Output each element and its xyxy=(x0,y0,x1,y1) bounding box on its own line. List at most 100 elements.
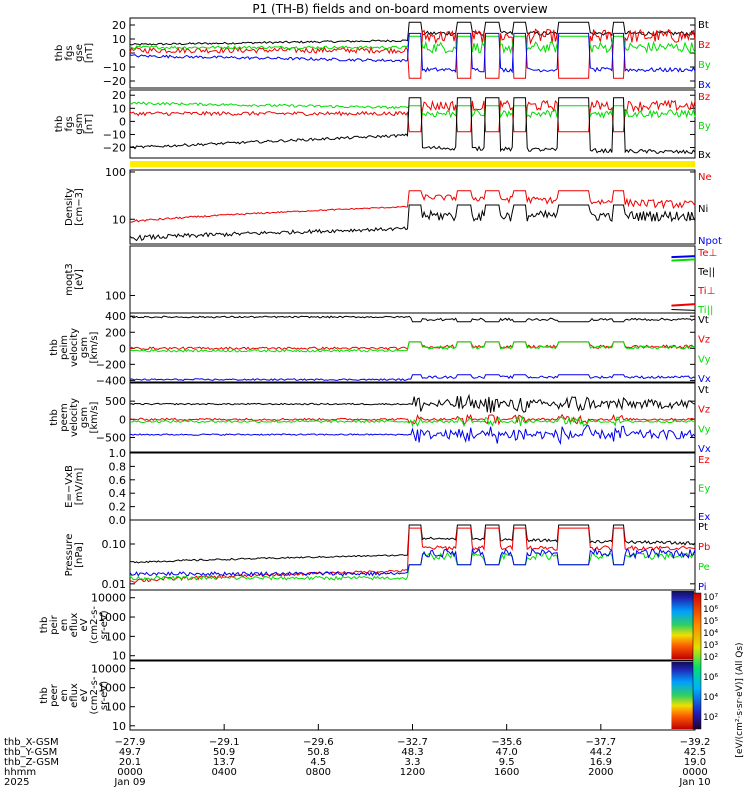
xaxis-value: 3.3 xyxy=(405,757,421,768)
ylabel-line: [km/s] xyxy=(89,331,100,363)
ylabel-line: sr-eV) xyxy=(99,681,110,710)
xaxis-value: 44.2 xyxy=(590,747,612,758)
series-Pb xyxy=(129,527,696,584)
ytick-label: 10 xyxy=(112,720,126,733)
xaxis-value: 0800 xyxy=(306,767,331,778)
colorbar-tick: 10⁶ xyxy=(703,605,718,615)
ytick-label: 10000 xyxy=(91,663,126,676)
legend-Ez: Ez xyxy=(698,455,710,466)
legend-Ti⊥: Ti⊥ xyxy=(697,286,715,297)
spectrogram-block xyxy=(671,662,694,729)
panel-ylabel: E=−VxB[mV/m] xyxy=(64,465,85,508)
ylabel-line: velocity xyxy=(69,328,80,367)
series-Vy xyxy=(130,415,696,428)
ytick-label: 10 xyxy=(112,650,126,663)
legend-Vz: Vz xyxy=(698,405,710,416)
ylabel-line: eV xyxy=(79,689,90,702)
series-Te-perp xyxy=(671,255,696,259)
xaxis-value: −37.7 xyxy=(586,737,617,748)
ytick-label: −20 xyxy=(103,75,126,88)
ylabel-line: gsm xyxy=(79,337,90,358)
series-Pi xyxy=(129,547,696,577)
xaxis-value: −39.2 xyxy=(680,737,711,748)
xaxis-value: −29.6 xyxy=(303,737,334,748)
colorbar-tick: 10⁴ xyxy=(703,693,718,703)
ytick-label: 0 xyxy=(119,47,126,60)
panel-p5: thbpeimvelocitygsm[km/s] −400 −200 0 200 400 V… xyxy=(49,310,711,387)
xaxis-value: 1600 xyxy=(494,767,519,778)
xaxis-value: 2000 xyxy=(588,767,613,778)
ylabel-line: gsm xyxy=(74,113,85,134)
xaxis-value: 20.1 xyxy=(119,757,141,768)
plot-title: P1 (TH-B) fields and on-board moments ov… xyxy=(252,2,548,16)
ytick-label: 10 xyxy=(112,102,126,115)
ytick-label: 200 xyxy=(105,326,126,339)
xaxis-value: 0000 xyxy=(682,767,707,778)
xaxis-value: 16.9 xyxy=(590,757,612,768)
legend-Bt: Bt xyxy=(698,20,709,31)
ytick-label: 400 xyxy=(105,310,126,323)
legend-Vz: Vz xyxy=(698,335,710,346)
panel-ylabel: thbpeimvelocitygsm[km/s] xyxy=(49,328,100,367)
xaxis-row-label: thb_Y-GSM xyxy=(4,747,57,758)
ylabel-line: peim xyxy=(59,335,70,360)
xaxis-value: 4.5 xyxy=(310,757,326,768)
time-axis-layer: thb_X-GSM −27.9 −29.1 −29.6 −32.7 −35.6 −37.7 −… xyxy=(4,724,711,788)
legend-Bx: Bx xyxy=(698,80,711,91)
series-Vx xyxy=(129,424,696,446)
ytick-label: 100 xyxy=(105,701,126,714)
ytick-label: 10 xyxy=(112,33,126,46)
series-Bx xyxy=(129,32,696,74)
legend-Bz: Bz xyxy=(698,40,710,51)
ytick-label: −200 xyxy=(96,358,126,371)
legend-Pe: Pe xyxy=(698,562,710,573)
ytick-label: 0.2 xyxy=(109,501,127,514)
series-Pt xyxy=(129,524,696,564)
ytick-label: 1000 xyxy=(98,611,126,624)
legend-Ey: Ey xyxy=(698,484,710,495)
legend-Pb: Pb xyxy=(698,542,710,553)
panel-frame xyxy=(129,660,696,731)
ylabel-line: thb xyxy=(49,409,60,426)
ytick-label: 0.0 xyxy=(109,514,127,527)
legend-Npot: Npot xyxy=(698,236,722,247)
xaxis-row-label: thb_X-GSM xyxy=(4,737,59,748)
ylabel-line: moqt3 xyxy=(64,263,75,296)
ylabel-line: Pressure xyxy=(64,534,75,577)
xaxis-value: 48.3 xyxy=(401,747,423,758)
series-Vy xyxy=(129,341,696,353)
panel-frame xyxy=(129,17,696,89)
panel-frame xyxy=(129,382,696,453)
panel-ylabel: thbpeemvelocitygsm[km/s] xyxy=(49,398,100,437)
colorbar-tick: 10⁶ xyxy=(703,673,718,683)
legend-By: By xyxy=(698,60,711,71)
xaxis-value: 50.9 xyxy=(213,747,235,758)
ylabel-line: peer xyxy=(49,683,60,707)
panel-frame xyxy=(129,589,696,661)
ytick-label: 1000 xyxy=(98,682,126,695)
panel-ylabel: thbpeirenefluxeV(cm2-s-sr-eV) xyxy=(39,606,110,644)
ylabel-line: eflux xyxy=(69,613,80,638)
panel-p6: thbpeemvelocitygsm[km/s]−500 0 500 Vt Vz Vy Vx xyxy=(49,382,711,455)
panel-p8: Pressure[nPa] 0.01 0.10 Pt Pb Pe Pi xyxy=(64,519,710,593)
legend-Vx: Vx xyxy=(698,374,711,385)
xaxis-value: Jan 10 xyxy=(678,777,710,788)
series-Vz xyxy=(129,341,696,351)
colorbar-label: [eV/(cm²·s·sr·eV)] (All Qs) xyxy=(735,642,745,757)
ylabel-line: [mV/m] xyxy=(74,468,85,506)
series-Vx xyxy=(129,374,696,382)
legend-Ni: Ni xyxy=(698,204,708,215)
panel-p7: E=−VxB[mV/m] 0.00.20.40.60.81.0 Ez Ey Ex xyxy=(64,447,710,527)
xaxis-value: 42.5 xyxy=(684,747,706,758)
ytick-label: 500 xyxy=(105,395,126,408)
quality-bar xyxy=(130,161,695,167)
xaxis-value: −29.1 xyxy=(209,737,240,748)
colorbar xyxy=(692,592,702,730)
legend-Ex: Ex xyxy=(698,512,710,523)
ytick-label: 0.4 xyxy=(109,487,127,500)
ylabel-line: eV xyxy=(79,618,90,631)
legend-Te||: Te|| xyxy=(697,267,715,278)
panel-ylabel: thbfgsgse[nT] xyxy=(54,43,95,63)
xaxis-row-label: 2025 xyxy=(4,777,29,788)
ytick-label: 10000 xyxy=(91,592,126,605)
